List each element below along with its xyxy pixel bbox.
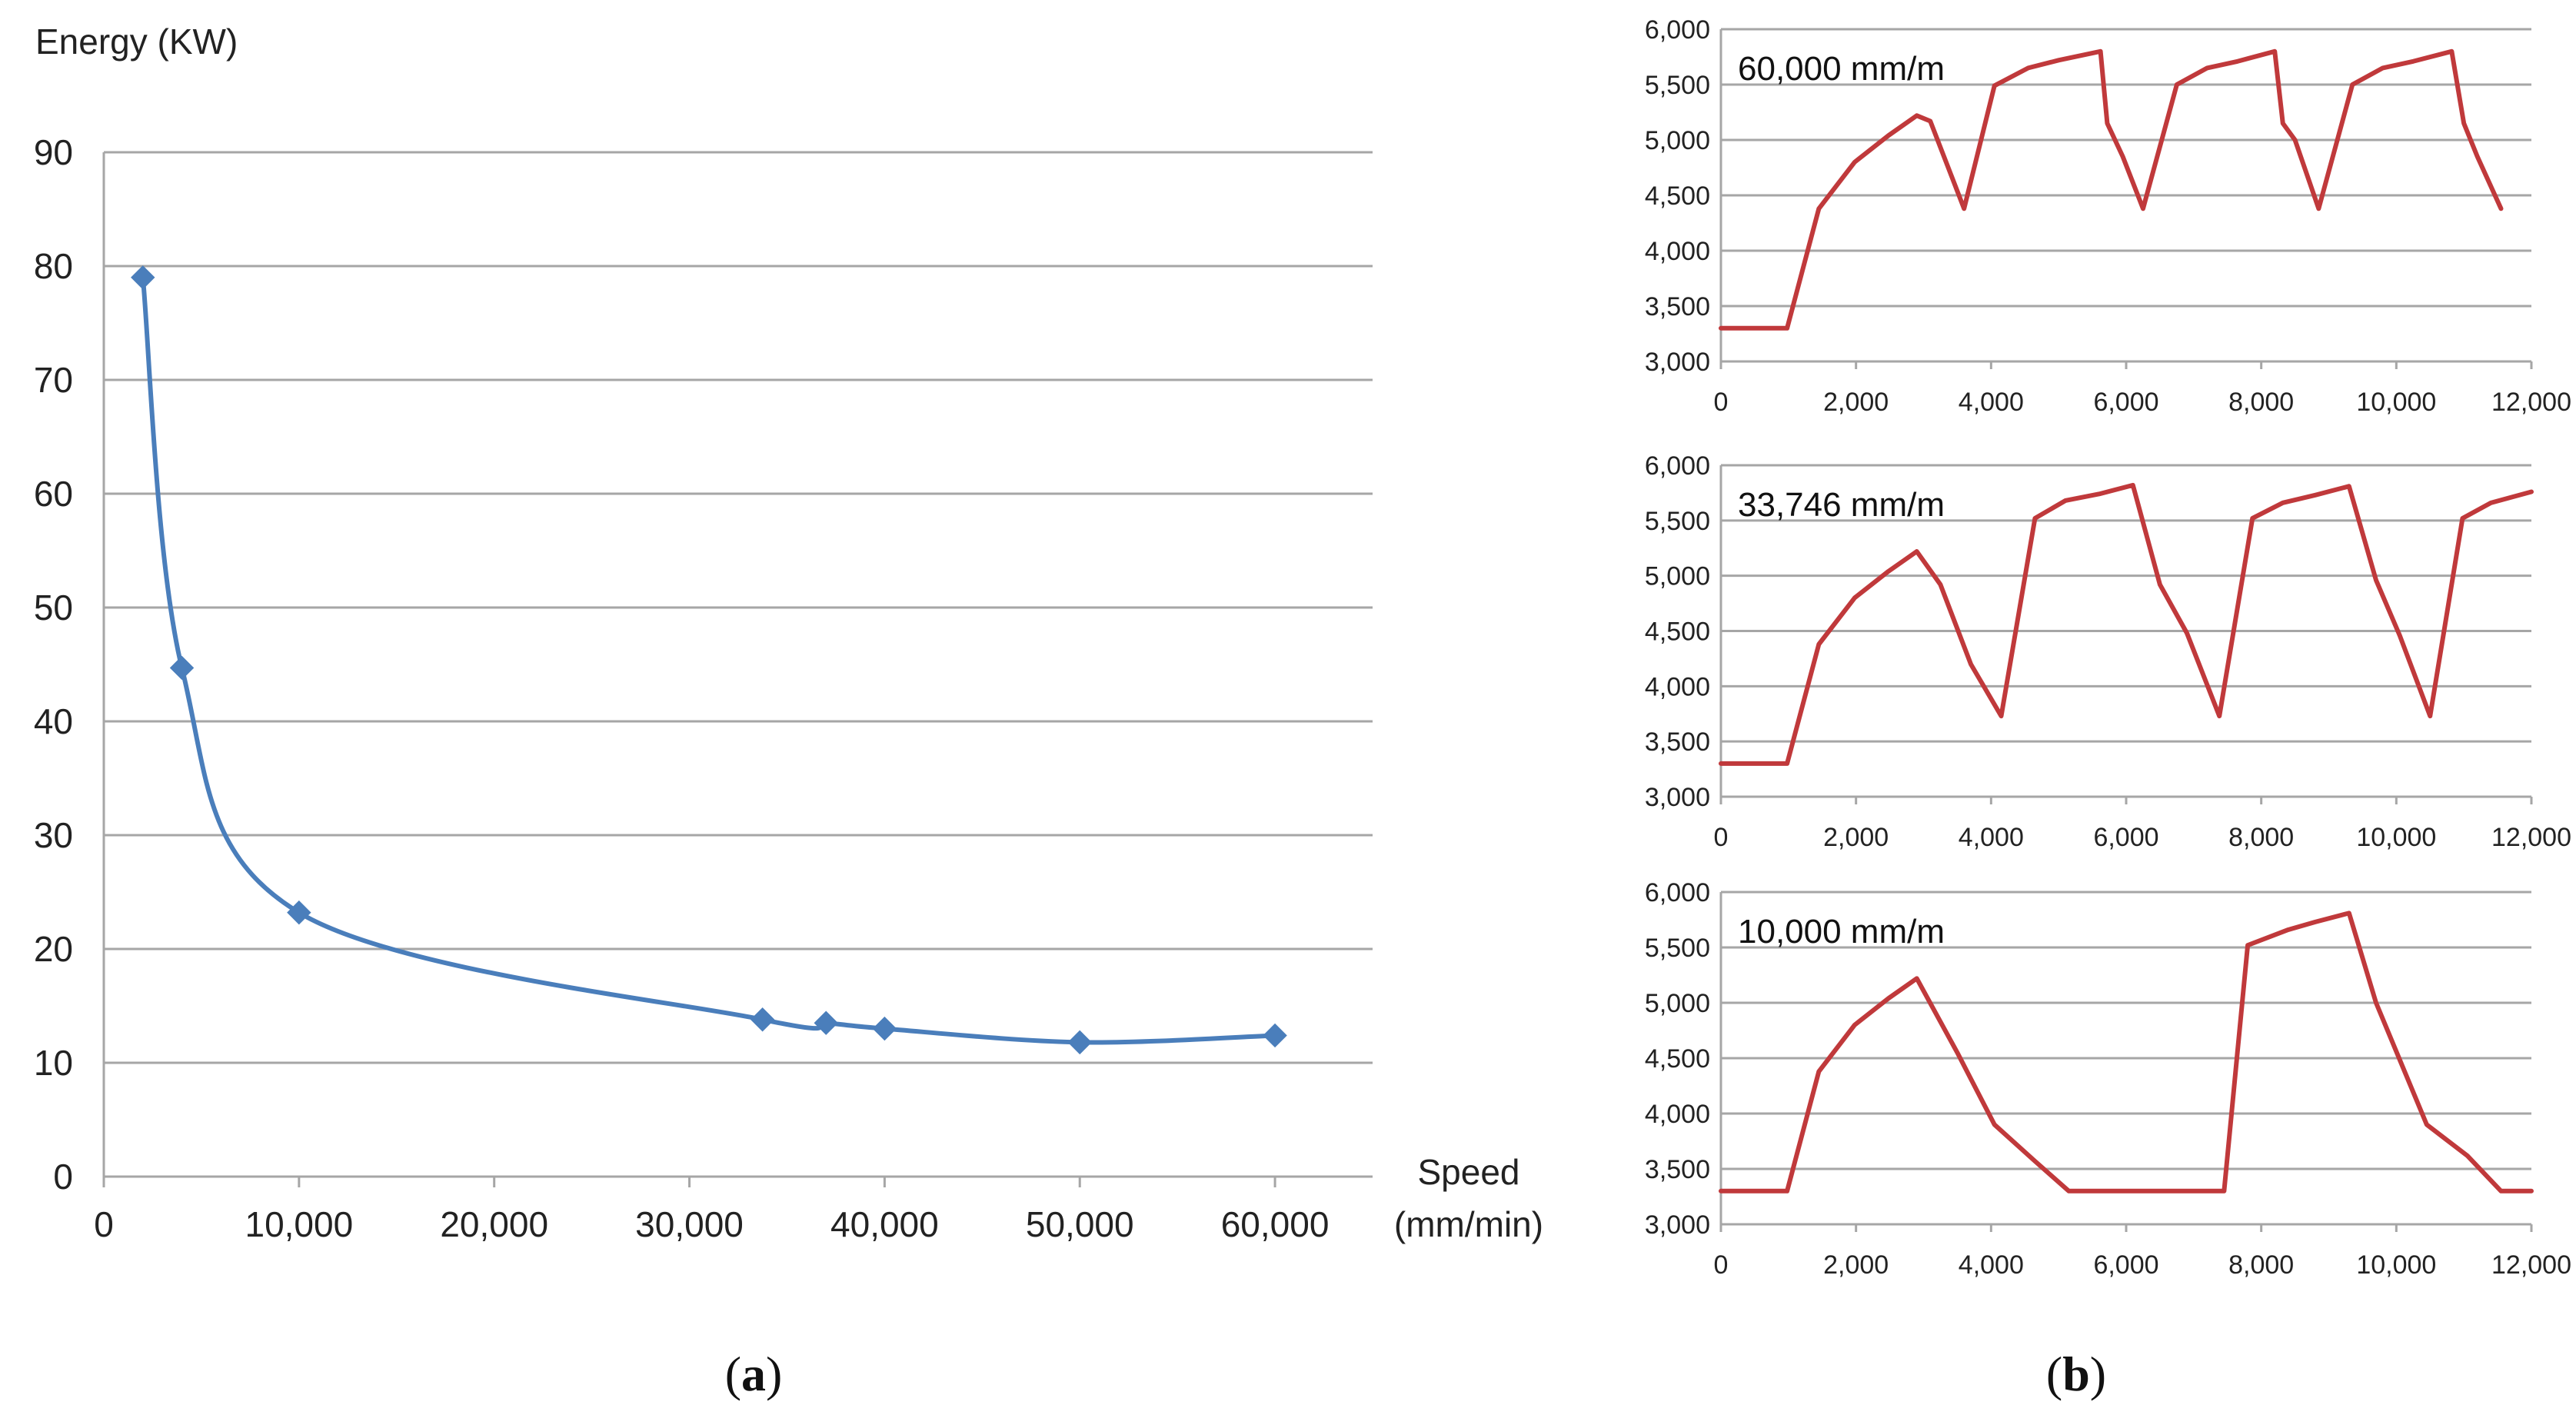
panel-b-x-tick-label: 0 bbox=[1714, 823, 1729, 852]
panel-b-x-tick-label: 8,000 bbox=[2228, 823, 2294, 852]
panel-b-series-line bbox=[1719, 48, 2504, 331]
panel-b-y-tick-label: 5,000 bbox=[1645, 989, 1710, 1018]
panel-a-data-point bbox=[131, 265, 155, 290]
panel-b-y-tick-label: 4,000 bbox=[1645, 237, 1710, 266]
panel-b-y-tick-label: 5,500 bbox=[1645, 934, 1710, 963]
panel-b-chart-title: 60,000 mm/m bbox=[1738, 50, 1945, 88]
panel-a-y-tick-label: 10 bbox=[34, 1043, 73, 1083]
panel-b-y-tick-label: 4,000 bbox=[1645, 672, 1710, 701]
panel-b-chart-33746: 3,000 3,500 4,000 4,500 5,000 5,500 6,000 0 2,00… bbox=[1645, 451, 2571, 852]
panel-a-data-point bbox=[814, 1010, 838, 1035]
caption-a-open: ( bbox=[725, 1347, 741, 1401]
panel-b-x-tick-label: 4,000 bbox=[1959, 1250, 2024, 1280]
panel-b-y-tick-label: 4,500 bbox=[1645, 1044, 1710, 1074]
panel-b-x-tick-label: 12,000 bbox=[2491, 823, 2571, 852]
panel-b-y-tick-label: 4,500 bbox=[1645, 181, 1710, 211]
caption-a-letter: a bbox=[741, 1347, 766, 1401]
panel-b-y-tick-label: 4,500 bbox=[1645, 618, 1710, 647]
panel-b-y-tick-label: 3,000 bbox=[1645, 348, 1710, 377]
caption-a: (a) bbox=[725, 1347, 783, 1401]
panel-b-y-tick-label: 3,500 bbox=[1645, 1155, 1710, 1184]
panel-a-y-tick-label: 40 bbox=[34, 701, 73, 741]
panel-a-data-point bbox=[287, 900, 311, 925]
panel-b-x-tick-label: 12,000 bbox=[2491, 1250, 2571, 1280]
panel-b-y-tick-label: 6,000 bbox=[1645, 451, 1710, 481]
panel-b-x-tick-label: 2,000 bbox=[1823, 1250, 1889, 1280]
panel-a-x-tick-label: 60,000 bbox=[1221, 1204, 1330, 1244]
caption-b-letter: b bbox=[2062, 1347, 2090, 1401]
panel-a-y-tick-label: 80 bbox=[34, 246, 73, 286]
panel-a-series-line bbox=[140, 275, 1278, 1045]
panel-a-x-tick-label: 0 bbox=[94, 1204, 114, 1244]
panel-b-x-tick-label: 10,000 bbox=[2356, 1250, 2436, 1280]
caption-b-close: ) bbox=[2090, 1347, 2106, 1401]
panel-b-x-tick-label: 10,000 bbox=[2356, 388, 2436, 417]
panel-a-x-tick-label: 10,000 bbox=[245, 1204, 353, 1244]
caption-a-close: ) bbox=[766, 1347, 782, 1401]
panel-b-y-tick-label: 5,000 bbox=[1645, 126, 1710, 155]
panel-b-x-tick-label: 4,000 bbox=[1959, 388, 2024, 417]
panel-b-chart-title: 33,746 mm/m bbox=[1738, 486, 1945, 524]
panel-a-y-tick-label: 20 bbox=[34, 929, 73, 969]
panel-b-x-tick-label: 0 bbox=[1714, 1250, 1729, 1280]
panel-b-x-tick-label: 6,000 bbox=[2093, 388, 2158, 417]
panel-a-series bbox=[131, 265, 1287, 1055]
panel-a-y-tick-label: 90 bbox=[34, 132, 73, 172]
panel-a-x-tick-label: 40,000 bbox=[830, 1204, 939, 1244]
panel-a-y-tick-label: 0 bbox=[53, 1157, 73, 1197]
panel-a-y-tick-label: 30 bbox=[34, 815, 73, 855]
panel-a-y-axis-label: Energy (KW) bbox=[35, 22, 238, 62]
panel-b-series-line bbox=[1719, 911, 2534, 1194]
panel-a-y-tick-labels: 0 10 20 30 40 50 60 70 80 90 bbox=[34, 132, 73, 1197]
panel-b-x-tick-label: 10,000 bbox=[2356, 823, 2436, 852]
panel-b-x-tick-label: 2,000 bbox=[1823, 823, 1889, 852]
panel-a-energy-vs-speed: 0 10 20 30 40 50 60 70 80 90 0 10,000 20,000 30,000 4… bbox=[34, 22, 1543, 1244]
panel-b-y-tick-label: 3,000 bbox=[1645, 1210, 1710, 1240]
panel-a-y-tick-label: 70 bbox=[34, 360, 73, 400]
panel-b-x-tick-label: 4,000 bbox=[1959, 823, 2024, 852]
panel-a-gridlines bbox=[102, 151, 1373, 1187]
panel-a-data-point bbox=[1067, 1030, 1092, 1055]
panel-a-x-tick-label: 50,000 bbox=[1026, 1204, 1134, 1244]
panel-b-x-tick-label: 8,000 bbox=[2228, 1250, 2294, 1280]
panel-a-data-point bbox=[1263, 1023, 1287, 1048]
panel-b-y-tick-label: 5,000 bbox=[1645, 562, 1710, 591]
caption-b-open: ( bbox=[2046, 1347, 2062, 1401]
panel-b-x-tick-label: 6,000 bbox=[2093, 823, 2158, 852]
panel-a-y-tick-label: 50 bbox=[34, 588, 73, 628]
panel-a-y-tick-label: 60 bbox=[34, 474, 73, 514]
panel-b-x-tick-label: 8,000 bbox=[2228, 388, 2294, 417]
panel-a-data-point bbox=[750, 1007, 775, 1032]
panel-b-series-line bbox=[1719, 482, 2534, 766]
panel-b-y-tick-label: 5,500 bbox=[1645, 507, 1710, 536]
panel-b-y-tick-label: 6,000 bbox=[1645, 878, 1710, 907]
panel-b-x-tick-label: 6,000 bbox=[2093, 1250, 2158, 1280]
panel-b-y-tick-label: 3,000 bbox=[1645, 783, 1710, 812]
panel-b-chart-60000: 3,000 3,500 4,000 4,500 5,000 5,500 6,000 0 2,00… bbox=[1645, 15, 2571, 417]
panel-a-x-tick-label: 30,000 bbox=[635, 1204, 744, 1244]
panel-a-x-tick-label: 20,000 bbox=[440, 1204, 548, 1244]
panel-b-y-tick-label: 3,500 bbox=[1645, 727, 1710, 757]
panel-a-data-point bbox=[169, 655, 195, 681]
caption-b: (b) bbox=[2046, 1347, 2106, 1401]
panel-a-x-axis-label-line1: Speed bbox=[1417, 1152, 1519, 1192]
panel-b-y-tick-label: 4,000 bbox=[1645, 1100, 1710, 1129]
panel-b-x-tick-label: 0 bbox=[1714, 388, 1729, 417]
panel-b-chart-10000: 3,000 3,500 4,000 4,500 5,000 5,500 6,000 0 2,00… bbox=[1645, 878, 2571, 1280]
panel-b-y-tick-label: 3,500 bbox=[1645, 292, 1710, 321]
panel-b-y-tick-label: 6,000 bbox=[1645, 15, 1710, 45]
panel-b-chart-title: 10,000 mm/m bbox=[1738, 913, 1945, 951]
panel-a-x-tick-labels: 0 10,000 20,000 30,000 40,000 50,000 60,000 bbox=[94, 1204, 1329, 1244]
panel-b-x-tick-label: 2,000 bbox=[1823, 388, 1889, 417]
panel-b-x-tick-label: 12,000 bbox=[2491, 388, 2571, 417]
panel-a-data-point bbox=[872, 1016, 897, 1041]
panel-b-y-tick-label: 5,500 bbox=[1645, 71, 1710, 100]
panel-a-x-axis-label-line2: (mm/min) bbox=[1394, 1204, 1543, 1244]
